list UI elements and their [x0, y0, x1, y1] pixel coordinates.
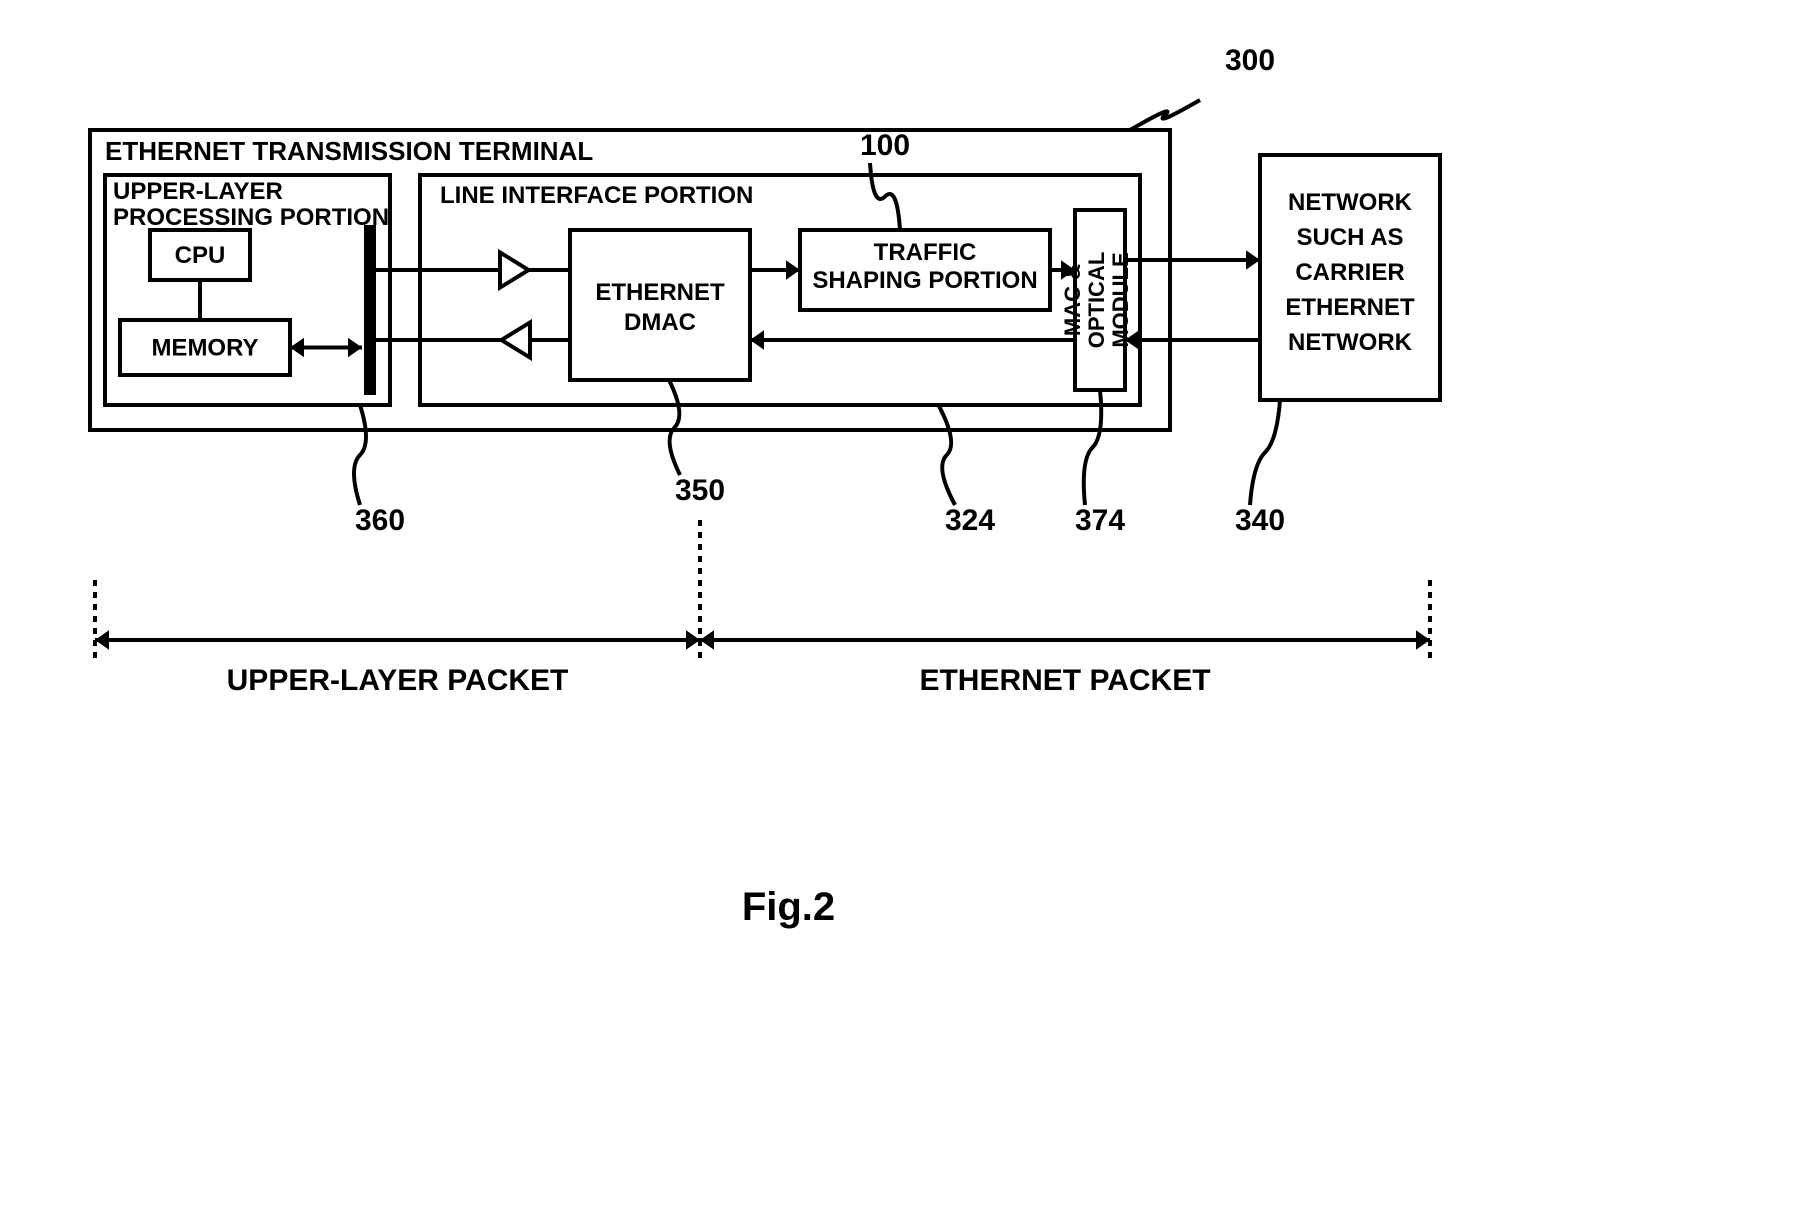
- line-interface-title: LINE INTERFACE PORTION: [440, 182, 753, 209]
- upper-layer-packet-label: UPPER-LAYER PACKET: [227, 664, 569, 697]
- ref-350: 350: [675, 474, 725, 507]
- svg-text:TRAFFIC: TRAFFIC: [874, 239, 977, 266]
- svg-text:PROCESSING PORTION: PROCESSING PORTION: [113, 204, 389, 231]
- svg-text:OPTICAL: OPTICAL: [1084, 252, 1109, 349]
- svg-text:ETHERNET: ETHERNET: [1285, 294, 1415, 321]
- svg-text:UPPER-LAYER: UPPER-LAYER: [113, 178, 283, 205]
- svg-text:ETHERNET: ETHERNET: [595, 279, 725, 306]
- ref-374: 374: [1075, 504, 1125, 537]
- ref-300: 300: [1225, 44, 1275, 77]
- svg-text:SUCH AS: SUCH AS: [1296, 224, 1403, 251]
- svg-text:NETWORK: NETWORK: [1288, 329, 1413, 356]
- ref-360: 360: [355, 504, 405, 537]
- svg-text:DMAC: DMAC: [624, 309, 696, 336]
- svg-text:CARRIER: CARRIER: [1295, 259, 1404, 286]
- svg-text:MODULE: MODULE: [1108, 252, 1133, 347]
- figure-label: Fig.2: [742, 885, 835, 929]
- svg-text:NETWORK: NETWORK: [1288, 189, 1413, 216]
- ref-340: 340: [1235, 504, 1285, 537]
- terminal-title: ETHERNET TRANSMISSION TERMINAL: [105, 136, 593, 166]
- ref-324: 324: [945, 504, 995, 537]
- cpu-label: CPU: [175, 242, 226, 269]
- ethernet-packet-label: ETHERNET PACKET: [919, 664, 1210, 697]
- svg-text:SHAPING PORTION: SHAPING PORTION: [812, 267, 1037, 294]
- memory-label: MEMORY: [151, 335, 258, 362]
- ref-100: 100: [860, 129, 910, 162]
- bus-bar: [364, 225, 376, 395]
